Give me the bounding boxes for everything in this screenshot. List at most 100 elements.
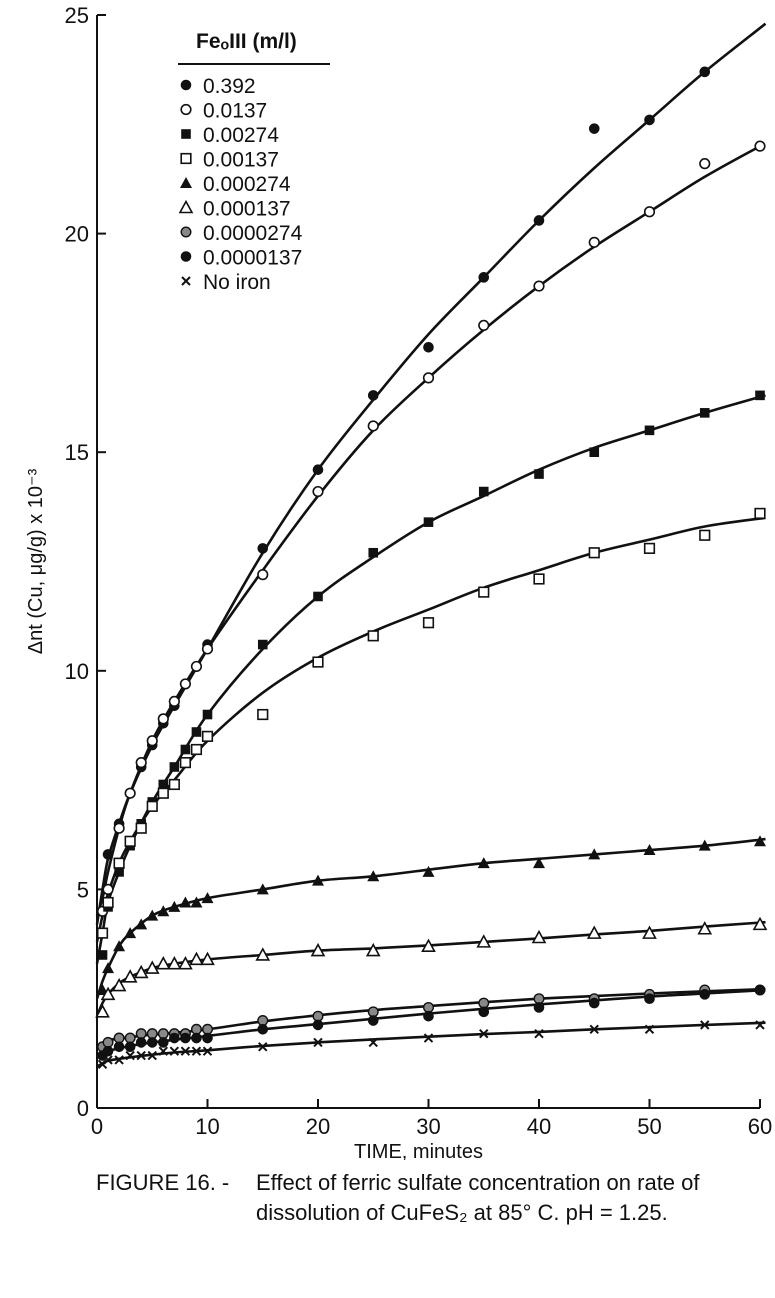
series-points bbox=[97, 984, 766, 1061]
legend-label: 0.000274 bbox=[203, 173, 291, 196]
data-point bbox=[257, 639, 268, 650]
data-point bbox=[533, 215, 545, 226]
data-point bbox=[135, 1028, 147, 1040]
data-point bbox=[588, 997, 600, 1009]
data-point bbox=[586, 925, 602, 939]
data-point bbox=[190, 743, 203, 756]
data-point bbox=[643, 542, 656, 554]
series-points bbox=[95, 916, 768, 1018]
legend-marker bbox=[180, 226, 192, 238]
legend-marker bbox=[180, 177, 192, 188]
data-point bbox=[113, 822, 125, 834]
y-tick-label: 20 bbox=[65, 222, 89, 247]
data-point bbox=[477, 857, 490, 869]
fit-curve bbox=[95, 22, 767, 925]
data-point bbox=[257, 708, 269, 721]
legend-marker bbox=[180, 103, 192, 116]
data-point bbox=[367, 420, 379, 432]
legend-marker bbox=[180, 152, 192, 165]
data-point bbox=[201, 730, 214, 742]
fit-curve bbox=[95, 394, 766, 964]
data-point bbox=[367, 630, 379, 642]
x-tick-label: 0 bbox=[91, 1114, 103, 1139]
legend-label: 0.0137 bbox=[203, 100, 267, 123]
data-point bbox=[157, 1028, 169, 1040]
data-point bbox=[423, 1010, 434, 1022]
data-point bbox=[146, 800, 158, 812]
data-point bbox=[368, 547, 379, 558]
data-point bbox=[124, 787, 136, 799]
data-point bbox=[533, 1002, 545, 1013]
data-point bbox=[589, 1024, 599, 1035]
data-point bbox=[700, 1020, 710, 1030]
data-point bbox=[312, 464, 324, 475]
data-point bbox=[312, 1010, 324, 1022]
x-tick-label: 50 bbox=[637, 1114, 661, 1139]
data-point bbox=[144, 960, 160, 974]
data-point bbox=[114, 867, 124, 877]
data-point bbox=[124, 1041, 136, 1053]
data-point bbox=[588, 848, 601, 860]
data-point bbox=[533, 573, 545, 585]
data-point bbox=[367, 870, 380, 882]
x-tick-label: 20 bbox=[306, 1114, 330, 1139]
data-point bbox=[102, 1036, 114, 1048]
data-point bbox=[202, 1032, 213, 1044]
data-point bbox=[168, 778, 180, 791]
legend-marker bbox=[180, 251, 192, 262]
series-points bbox=[96, 140, 766, 917]
data-point bbox=[102, 883, 114, 896]
y-axis-title: Δnt (Cu, μg/g) x 10⁻³ bbox=[25, 468, 47, 654]
data-point bbox=[135, 918, 148, 930]
legend-label: 0.00137 bbox=[203, 149, 279, 172]
data-point bbox=[191, 1046, 202, 1056]
data-point bbox=[169, 762, 180, 772]
legend-label: 0.000137 bbox=[203, 198, 291, 221]
data-point bbox=[478, 319, 490, 332]
data-point bbox=[158, 1037, 169, 1048]
data-point bbox=[754, 984, 766, 996]
data-point bbox=[533, 280, 545, 292]
data-point bbox=[644, 993, 655, 1005]
data-point bbox=[479, 1028, 489, 1039]
data-point bbox=[113, 1032, 125, 1044]
data-point bbox=[365, 942, 381, 957]
axes: 0 10 20 30 40 50 60 0 5 10 15 20 25 TIME, minutes Δnt … bbox=[25, 3, 772, 1160]
data-point bbox=[135, 1037, 147, 1048]
data-point bbox=[755, 1020, 765, 1030]
data-point bbox=[423, 517, 434, 527]
data-point bbox=[157, 713, 169, 725]
data-point bbox=[752, 916, 768, 931]
data-point bbox=[168, 695, 180, 708]
legend: FeₒIII (m/l)0.3920.01370.002740.001370.0… bbox=[178, 30, 330, 294]
figure-caption: FIGURE 16. - Effect of ferric sulfate con… bbox=[96, 1168, 768, 1228]
data-point bbox=[423, 1033, 434, 1043]
y-tick-label: 25 bbox=[65, 3, 89, 28]
data-point bbox=[754, 507, 766, 520]
data-point bbox=[147, 1050, 157, 1061]
data-point bbox=[178, 956, 193, 970]
series-points bbox=[96, 507, 766, 939]
data-point bbox=[146, 735, 158, 747]
data-point bbox=[96, 927, 109, 939]
caption-label: FIGURE 16. - bbox=[96, 1170, 230, 1195]
legend-title: FeₒIII (m/l) bbox=[196, 30, 297, 53]
data-point bbox=[97, 950, 108, 960]
data-point bbox=[476, 934, 492, 948]
series-points bbox=[97, 1020, 765, 1069]
data-point bbox=[422, 865, 435, 877]
series-points bbox=[96, 835, 766, 995]
data-point bbox=[368, 1037, 378, 1048]
x-tick-label: 10 bbox=[195, 1114, 219, 1139]
data-point bbox=[310, 942, 326, 957]
legend-label: No iron bbox=[203, 271, 271, 294]
data-point bbox=[135, 822, 147, 834]
data-point bbox=[189, 951, 204, 966]
fitted-curves bbox=[95, 22, 767, 1068]
data-point bbox=[200, 951, 215, 966]
data-point bbox=[642, 925, 657, 939]
data-point bbox=[423, 341, 434, 353]
data-point bbox=[133, 964, 149, 979]
data-point bbox=[644, 425, 655, 436]
data-point bbox=[202, 1046, 213, 1056]
